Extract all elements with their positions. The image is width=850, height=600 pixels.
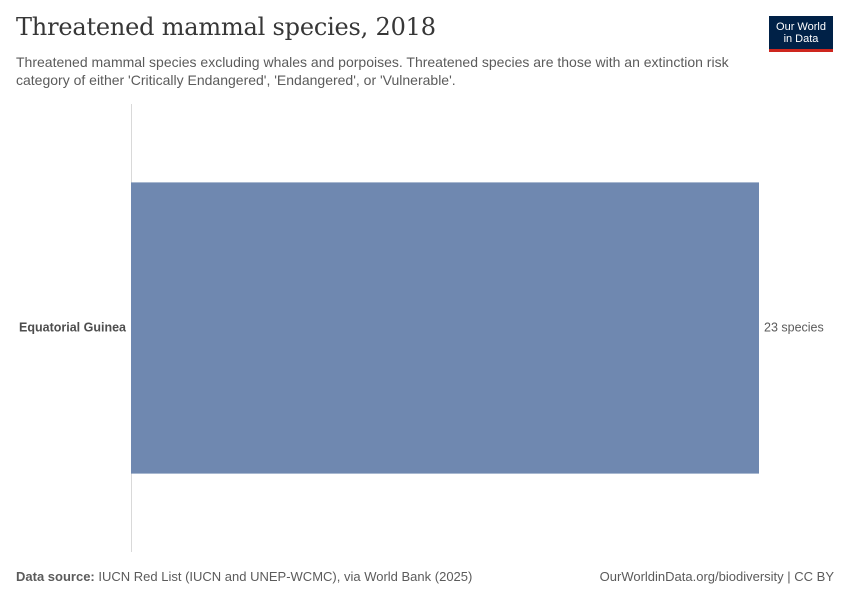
bar[interactable] — [131, 182, 759, 474]
value-label: 23 species — [764, 320, 824, 334]
chart-subtitle: Threatened mammal species excluding whal… — [16, 54, 729, 88]
chart-title: Threatened mammal species, 2018 — [16, 13, 436, 41]
logo-line-2: in Data — [783, 33, 819, 45]
category-label: Equatorial Guinea — [19, 320, 127, 334]
owid-logo[interactable]: Our World in Data — [769, 16, 833, 52]
data-source-label: Data source: — [16, 569, 95, 584]
data-source-text: IUCN Red List (IUCN and UNEP-WCMC), via … — [98, 569, 473, 584]
logo-line-1: Our World — [776, 21, 826, 33]
data-source: Data source: IUCN Red List (IUCN and UNE… — [16, 569, 472, 584]
footer-link[interactable]: OurWorldinData.org/biodiversity | CC BY — [599, 569, 834, 584]
